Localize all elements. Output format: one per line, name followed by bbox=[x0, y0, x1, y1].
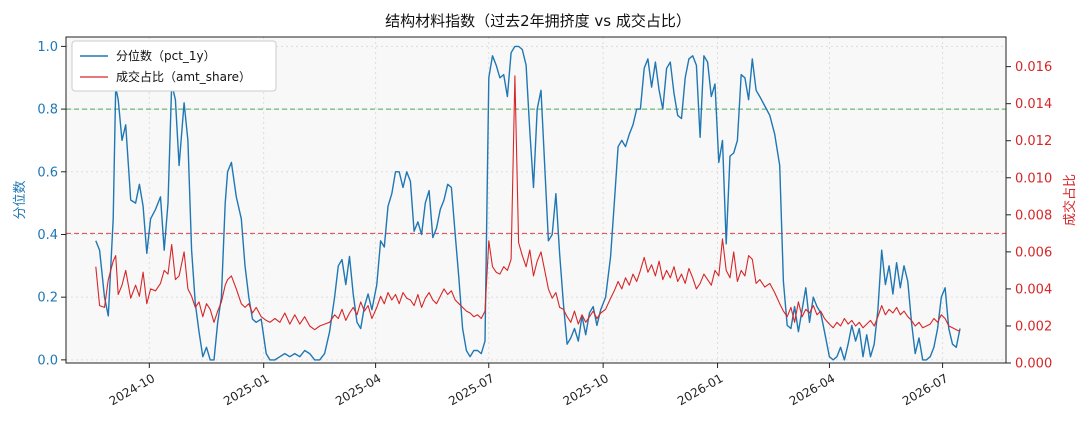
y-tick-left-label: 0.4 bbox=[37, 228, 58, 243]
x-tick-label: 2024-10 bbox=[107, 371, 157, 408]
y-tick-left-label: 0.6 bbox=[37, 165, 58, 180]
y-tick-right-label: 0.016 bbox=[1015, 60, 1052, 75]
y-tick-left-label: 0.2 bbox=[37, 291, 58, 306]
series-line-pct bbox=[95, 45, 961, 361]
y-tick-right-label: 0.010 bbox=[1015, 171, 1052, 186]
y-tick-right-label: 0.008 bbox=[1015, 208, 1052, 223]
y-tick-right-label: 0.006 bbox=[1015, 245, 1052, 260]
x-tick-label: 2026-04 bbox=[787, 371, 837, 408]
series-group bbox=[95, 45, 961, 361]
legend-box bbox=[71, 40, 277, 92]
y-axis-right: 0.000 0.002 0.004 0.006 0.008 0.010 0.012 0.014… bbox=[1006, 60, 1052, 372]
legend: 分位数（pct_1y） 成交占比（amt_share） bbox=[71, 40, 277, 92]
x-tick-label: 2025-04 bbox=[333, 371, 383, 408]
y-tick-right-label: 0.004 bbox=[1015, 282, 1052, 297]
x-axis: 2024-10 2025-01 2025-04 2025-07 2025-10 2026-… bbox=[107, 363, 950, 408]
y-axis-label-left: 分位数 bbox=[13, 180, 28, 219]
plot-frame bbox=[65, 36, 1007, 364]
legend-label-pct: 分位数（pct_1y） bbox=[116, 48, 216, 63]
reference-lines bbox=[66, 108, 1006, 234]
x-tick-label: 2025-10 bbox=[561, 371, 611, 408]
x-tick-label: 2025-07 bbox=[446, 371, 496, 408]
legend-label-amt: 成交占比（amt_share） bbox=[116, 69, 251, 84]
x-tick-label: 2025-01 bbox=[221, 371, 271, 408]
chart-title: 结构材料指数（过去2年拥挤度 vs 成交占比） bbox=[385, 12, 691, 30]
y-tick-left-label: 1.0 bbox=[37, 40, 58, 55]
y-tick-right-label: 0.002 bbox=[1015, 319, 1052, 334]
y-tick-right-label: 0.012 bbox=[1015, 134, 1052, 149]
y-tick-right-label: 0.000 bbox=[1015, 357, 1052, 372]
y-tick-left-label: 0.8 bbox=[37, 103, 58, 118]
x-tick-label: 2026-01 bbox=[675, 371, 725, 408]
y-tick-left-label: 0.0 bbox=[37, 353, 58, 368]
y-axis-label-right: 成交占比 bbox=[1062, 174, 1078, 226]
y-tick-right-label: 0.014 bbox=[1015, 97, 1052, 112]
x-tick-label: 2026-07 bbox=[900, 371, 950, 408]
y-axis-left: 0.0 0.2 0.4 0.6 0.8 1.0 bbox=[37, 40, 66, 368]
series-line-amt bbox=[95, 75, 961, 332]
